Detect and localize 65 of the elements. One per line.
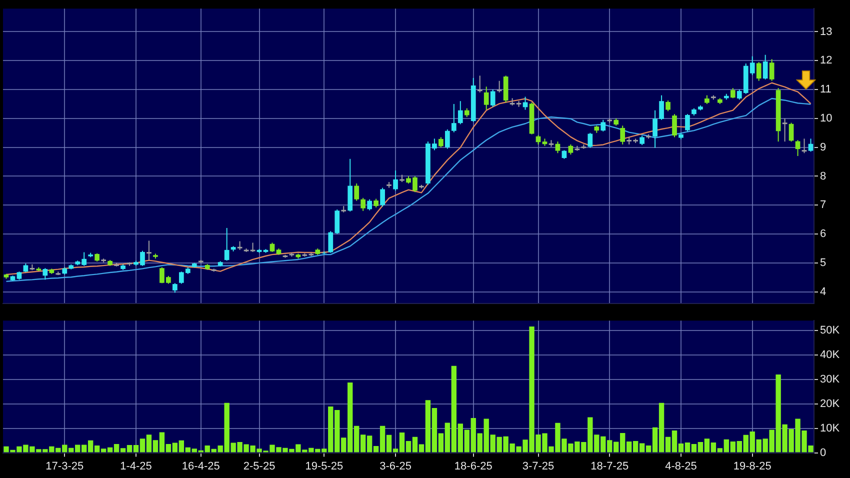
candlestick: [600, 119, 606, 132]
candlestick: [801, 138, 808, 154]
candlestick: [685, 114, 690, 132]
y-tick-label: 20K: [820, 398, 840, 410]
x-tick-label: 19-8-25: [733, 460, 772, 472]
x-tick-label: 3-6-25: [380, 460, 412, 472]
y-tick-label: 6: [820, 228, 826, 240]
candlestick: [620, 125, 626, 145]
y-tick-label: 50K: [820, 324, 840, 336]
x-tick-label: 19-5-25: [305, 460, 344, 472]
candlestick: [568, 144, 574, 156]
candlestick: [762, 54, 768, 80]
candlestick: [484, 86, 489, 110]
candlestick: [270, 242, 275, 252]
y-tick-label: 0: [820, 446, 826, 459]
x-tick-label: 2-5-25: [243, 460, 276, 472]
candlestick: [522, 96, 528, 110]
y-tick-label: 4: [820, 286, 826, 298]
candlestick: [769, 58, 774, 82]
candlestick: [172, 282, 178, 294]
x-tick-label: 17-3-25: [46, 460, 84, 472]
y-tick-label: 10: [820, 112, 832, 124]
y-tick-label: 5: [820, 256, 826, 269]
x-tick-label: 18-7-25: [590, 460, 629, 472]
x-tick-label: 4-8-25: [665, 460, 697, 472]
candlestick: [360, 197, 366, 212]
candlestick: [444, 128, 450, 150]
y-tick-label: 40K: [820, 348, 840, 361]
candlestick: [730, 88, 736, 99]
candlestick: [756, 62, 762, 82]
candlestick: [438, 136, 444, 148]
candlestick: [224, 227, 230, 262]
candlestick: [555, 141, 560, 154]
y-tick-label: 7: [820, 199, 826, 212]
y-tick-label: 12: [820, 54, 832, 67]
candlestick: [458, 100, 463, 125]
candlestick: [42, 268, 48, 280]
y-tick-label: 10K: [820, 422, 840, 434]
candlestick: [808, 138, 814, 152]
y-tick-label: 9: [820, 141, 826, 154]
candlestick: [380, 187, 385, 208]
candlestick: [490, 89, 496, 108]
x-tick-label: 16-4-25: [182, 460, 220, 472]
candlestick: [393, 170, 398, 192]
candlestick: [503, 75, 508, 104]
candlestick: [451, 103, 456, 133]
candlestick: [672, 114, 677, 138]
y-tick-label: 8: [820, 170, 826, 182]
x-tick-label: 3-7-25: [522, 460, 554, 472]
candlestick: [367, 198, 372, 211]
candlestick: [146, 240, 152, 261]
candlestick: [354, 182, 360, 202]
y-tick-label: 30K: [820, 373, 840, 386]
candlestick: [476, 75, 484, 93]
x-tick-label: 18-6-25: [454, 460, 492, 472]
candlestick: [588, 132, 593, 148]
y-tick-label: 13: [820, 26, 832, 38]
candlestick: [496, 80, 503, 93]
x-tick-label: 1-4-25: [120, 460, 152, 472]
candlestick: [666, 100, 670, 112]
candlestick: [782, 118, 788, 142]
candlestick: [250, 242, 256, 252]
candlestick: [640, 135, 644, 146]
y-tick-label: 11: [820, 84, 832, 96]
candlestick: [788, 122, 794, 142]
